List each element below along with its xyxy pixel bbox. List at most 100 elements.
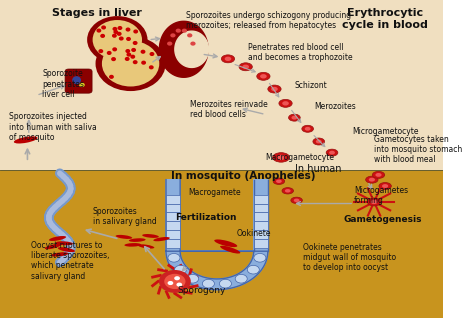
Ellipse shape: [14, 136, 37, 143]
Ellipse shape: [379, 183, 392, 190]
Bar: [166, 212, 180, 221]
Ellipse shape: [55, 241, 73, 245]
Ellipse shape: [219, 279, 231, 288]
Ellipse shape: [365, 176, 378, 183]
Ellipse shape: [109, 75, 114, 79]
Ellipse shape: [141, 50, 146, 54]
Ellipse shape: [101, 25, 106, 30]
Polygon shape: [159, 21, 208, 77]
Ellipse shape: [279, 99, 292, 107]
Text: Sporozoites undergo schizogony producing
merozoites; released from hepatocytes: Sporozoites undergo schizogony producing…: [186, 11, 351, 31]
Ellipse shape: [118, 26, 122, 30]
Ellipse shape: [273, 178, 285, 184]
Text: Sporogony: Sporogony: [177, 287, 226, 295]
Text: Sporozoites
in salivary gland: Sporozoites in salivary gland: [93, 206, 157, 226]
Ellipse shape: [242, 65, 249, 69]
Ellipse shape: [133, 30, 138, 34]
Ellipse shape: [79, 83, 85, 87]
Ellipse shape: [167, 42, 173, 46]
Ellipse shape: [187, 33, 192, 38]
Ellipse shape: [260, 74, 267, 79]
Bar: [254, 212, 268, 221]
Ellipse shape: [268, 85, 281, 93]
FancyBboxPatch shape: [65, 69, 92, 93]
Ellipse shape: [126, 49, 130, 53]
Ellipse shape: [51, 252, 69, 257]
Ellipse shape: [225, 57, 231, 61]
Ellipse shape: [117, 32, 122, 36]
Ellipse shape: [72, 76, 81, 84]
Ellipse shape: [164, 274, 185, 289]
Ellipse shape: [116, 235, 132, 239]
Text: Ookinete: Ookinete: [237, 229, 271, 238]
Ellipse shape: [126, 27, 130, 31]
Bar: [254, 230, 268, 239]
Text: Macrogametocyte: Macrogametocyte: [265, 153, 335, 162]
Ellipse shape: [372, 171, 385, 178]
Text: Schizont: Schizont: [294, 81, 327, 90]
Ellipse shape: [282, 188, 293, 194]
Polygon shape: [166, 180, 268, 290]
Bar: [166, 239, 180, 248]
Text: Merozoites: Merozoites: [314, 102, 356, 111]
Ellipse shape: [142, 234, 159, 238]
Ellipse shape: [182, 29, 187, 33]
Ellipse shape: [125, 57, 129, 61]
Ellipse shape: [214, 239, 237, 247]
Ellipse shape: [291, 197, 302, 204]
Bar: [166, 195, 180, 204]
Ellipse shape: [285, 189, 291, 192]
Text: Ookinete penetrates
midgut wall of mosquito
to develop into oocyst: Ookinete penetrates midgut wall of mosqu…: [303, 243, 396, 273]
Ellipse shape: [99, 49, 103, 53]
Ellipse shape: [316, 140, 322, 143]
Text: Oocyst ruptures to
liberate sporozoites,
which penetrate
salivary gland: Oocyst ruptures to liberate sporozoites,…: [31, 241, 109, 281]
Ellipse shape: [133, 60, 137, 64]
Text: Gametocytes taken
into mosquito stomach
with blood meal: Gametocytes taken into mosquito stomach …: [374, 135, 462, 164]
Ellipse shape: [294, 198, 300, 202]
Ellipse shape: [273, 153, 290, 162]
Ellipse shape: [220, 246, 240, 253]
Ellipse shape: [305, 127, 310, 131]
Ellipse shape: [302, 125, 313, 132]
Ellipse shape: [113, 30, 118, 34]
Ellipse shape: [133, 41, 137, 45]
Ellipse shape: [131, 48, 136, 52]
Ellipse shape: [96, 36, 165, 91]
Ellipse shape: [174, 265, 187, 274]
Ellipse shape: [168, 253, 180, 262]
Ellipse shape: [112, 47, 117, 52]
Bar: [254, 204, 268, 212]
Text: Gametogenesis: Gametogenesis: [344, 215, 422, 224]
Bar: [254, 239, 268, 248]
Ellipse shape: [112, 27, 118, 31]
Ellipse shape: [170, 33, 175, 38]
Text: Microgametes
forming: Microgametes forming: [354, 186, 408, 205]
Ellipse shape: [92, 20, 142, 59]
Bar: [166, 230, 180, 239]
Ellipse shape: [174, 276, 180, 280]
Ellipse shape: [96, 29, 101, 33]
Bar: [166, 204, 180, 212]
Ellipse shape: [221, 55, 235, 63]
Ellipse shape: [167, 281, 173, 285]
Ellipse shape: [153, 237, 170, 241]
Ellipse shape: [292, 116, 297, 120]
Ellipse shape: [254, 253, 266, 262]
Ellipse shape: [239, 63, 252, 71]
Text: Erythrocytic
cycle in blood: Erythrocytic cycle in blood: [342, 8, 428, 30]
Bar: [166, 221, 180, 230]
Bar: [0, 0, 443, 170]
Ellipse shape: [107, 51, 111, 55]
Bar: [254, 195, 268, 204]
Text: Sporozoite
penetrates
liver cell: Sporozoite penetrates liver cell: [42, 69, 84, 99]
Ellipse shape: [247, 265, 259, 274]
Ellipse shape: [202, 279, 214, 288]
Ellipse shape: [102, 41, 159, 86]
Ellipse shape: [369, 178, 375, 182]
Text: Fertilization: Fertilization: [175, 213, 237, 222]
Ellipse shape: [276, 179, 282, 183]
Text: In human: In human: [295, 164, 342, 174]
Bar: [254, 221, 268, 230]
Ellipse shape: [112, 34, 117, 38]
Ellipse shape: [175, 29, 181, 33]
